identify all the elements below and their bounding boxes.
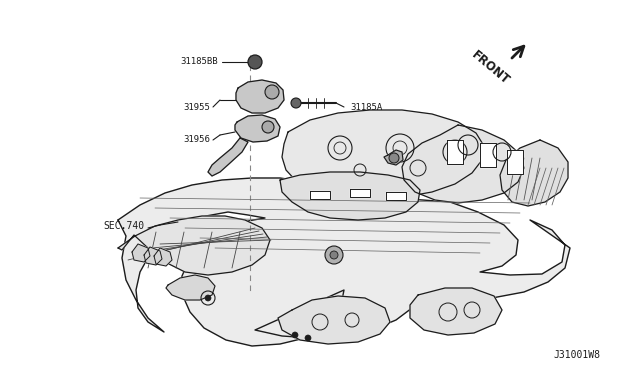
Polygon shape — [500, 140, 568, 206]
Circle shape — [265, 85, 279, 99]
Polygon shape — [280, 172, 420, 220]
Polygon shape — [208, 138, 248, 176]
Polygon shape — [144, 247, 162, 265]
Circle shape — [292, 332, 298, 338]
Polygon shape — [154, 248, 172, 266]
Text: 31956: 31956 — [183, 135, 210, 144]
Polygon shape — [402, 125, 524, 203]
Circle shape — [330, 251, 338, 259]
Text: J31001W8: J31001W8 — [553, 350, 600, 360]
Circle shape — [205, 295, 211, 301]
Circle shape — [262, 121, 274, 133]
Polygon shape — [282, 110, 484, 199]
Text: SEC.740: SEC.740 — [103, 221, 144, 231]
Polygon shape — [236, 80, 284, 113]
Text: FRONT: FRONT — [468, 48, 511, 87]
Polygon shape — [480, 143, 496, 167]
Polygon shape — [410, 288, 502, 335]
Circle shape — [305, 335, 311, 341]
Circle shape — [325, 246, 343, 264]
Circle shape — [389, 153, 399, 163]
Polygon shape — [278, 296, 390, 344]
Polygon shape — [118, 216, 270, 275]
Circle shape — [291, 98, 301, 108]
Text: 31185A: 31185A — [350, 103, 382, 112]
Polygon shape — [350, 189, 370, 197]
Polygon shape — [447, 140, 463, 164]
Polygon shape — [310, 191, 330, 199]
Polygon shape — [235, 115, 280, 142]
Circle shape — [248, 55, 262, 69]
Polygon shape — [384, 150, 403, 165]
Polygon shape — [118, 178, 570, 346]
Polygon shape — [386, 192, 406, 200]
Text: 31185BB: 31185BB — [180, 58, 218, 67]
Polygon shape — [166, 275, 215, 300]
Polygon shape — [507, 150, 523, 174]
Text: 31955: 31955 — [183, 103, 210, 112]
Polygon shape — [132, 244, 150, 262]
